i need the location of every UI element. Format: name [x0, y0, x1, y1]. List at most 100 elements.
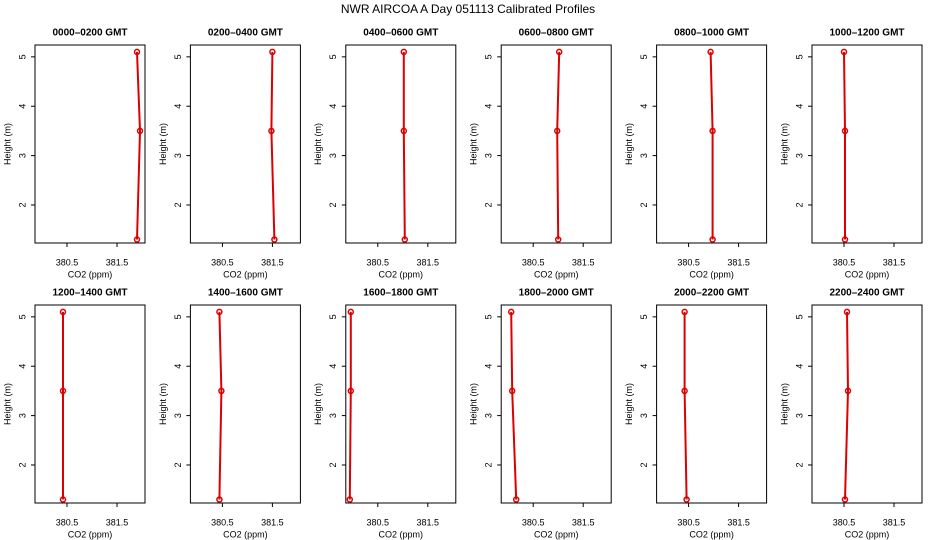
- y-tick-label: 5: [484, 314, 494, 319]
- y-axis-label: Height (m): [2, 383, 12, 425]
- x-axis-label: CO2 (ppm): [534, 269, 579, 279]
- profile-point: [401, 236, 409, 243]
- plot-frame: [345, 304, 457, 504]
- y-tick-label: 4: [173, 104, 183, 109]
- y-tick-label: 3: [794, 413, 804, 418]
- panel-title: 0000–0200 GMT: [52, 28, 127, 39]
- x-axis-label: CO2 (ppm): [68, 269, 113, 279]
- x-tick-label: 381.5: [572, 257, 595, 267]
- y-tick-label: 2: [17, 202, 27, 207]
- x-tick-label: 380.5: [211, 517, 234, 527]
- y-tick-label: 5: [173, 314, 183, 319]
- profile-line: [556, 51, 561, 240]
- profile-point: [709, 236, 716, 243]
- x-tick-label: 380.5: [211, 257, 234, 267]
- x-axis-label: CO2 (ppm): [534, 529, 579, 539]
- x-tick-label: 381.5: [106, 517, 129, 527]
- profile-point: [400, 127, 408, 135]
- profile-point: [347, 308, 355, 316]
- profile-point: [216, 496, 223, 503]
- plot-frame: [811, 304, 923, 504]
- profile-point: [683, 496, 690, 503]
- profile-point: [554, 236, 562, 243]
- profile-point: [512, 496, 520, 503]
- y-tick-label: 3: [484, 153, 494, 158]
- y-tick-label: 4: [328, 364, 338, 369]
- profile-point: [843, 308, 851, 316]
- plot-frame: [189, 304, 301, 504]
- y-tick-label: 3: [173, 153, 183, 158]
- profile-point: [681, 387, 688, 395]
- profile-point: [59, 496, 67, 503]
- y-tick-label: 5: [794, 314, 804, 319]
- y-tick-label: 2: [794, 462, 804, 467]
- y-tick-label: 2: [173, 462, 183, 467]
- profile-line: [348, 311, 352, 500]
- plot-frame: [811, 44, 923, 244]
- profile-point: [133, 48, 141, 56]
- y-tick-label: 2: [484, 202, 494, 207]
- panel-title: 1800–2000 GMT: [519, 288, 594, 299]
- y-tick-label: 5: [17, 314, 27, 319]
- panel-title: 1000–1200 GMT: [829, 28, 904, 39]
- panel-title: 2200–2400 GMT: [829, 288, 904, 299]
- y-tick-label: 5: [17, 54, 27, 59]
- profile-line: [402, 51, 406, 240]
- y-tick-label: 3: [17, 153, 27, 158]
- profile-point: [507, 308, 515, 316]
- y-tick-label: 2: [328, 462, 338, 467]
- y-tick-label: 3: [328, 413, 338, 418]
- y-tick-label: 5: [639, 314, 649, 319]
- plot-frame: [656, 44, 768, 244]
- x-tick-label: 380.5: [56, 257, 79, 267]
- y-tick-label: 5: [484, 54, 494, 59]
- profile-point: [59, 387, 67, 395]
- y-axis-label: Height (m): [313, 383, 323, 425]
- x-tick-label: 381.5: [727, 257, 750, 267]
- y-tick-label: 2: [173, 202, 183, 207]
- y-axis-label: Height (m): [158, 123, 168, 165]
- profile-line: [683, 311, 688, 500]
- profile-point: [133, 236, 141, 243]
- x-tick-label: 381.5: [417, 517, 440, 527]
- profile-point: [553, 127, 561, 135]
- panel-title: 1400–1600 GMT: [208, 288, 283, 299]
- y-tick-label: 3: [794, 153, 804, 158]
- panel-title: 1600–1800 GMT: [363, 288, 438, 299]
- plot-frame: [500, 44, 612, 244]
- y-tick-label: 5: [639, 54, 649, 59]
- x-axis-label: CO2 (ppm): [689, 529, 734, 539]
- panel-title: 1200–1400 GMT: [52, 288, 127, 299]
- y-tick-label: 2: [484, 462, 494, 467]
- y-axis-label: Height (m): [313, 123, 323, 165]
- profile-point: [136, 127, 144, 135]
- y-tick-label: 2: [328, 202, 338, 207]
- y-tick-label: 4: [639, 104, 649, 109]
- x-axis-label: CO2 (ppm): [68, 529, 113, 539]
- profile-point: [269, 48, 276, 56]
- x-tick-label: 381.5: [883, 257, 906, 267]
- y-tick-label: 5: [173, 54, 183, 59]
- x-tick-label: 380.5: [522, 257, 545, 267]
- profile-line: [270, 51, 276, 240]
- y-tick-label: 4: [794, 364, 804, 369]
- plot-frame: [34, 44, 146, 244]
- y-tick-label: 4: [328, 104, 338, 109]
- x-tick-label: 381.5: [261, 517, 284, 527]
- x-tick-label: 381.5: [572, 517, 595, 527]
- x-tick-label: 380.5: [56, 517, 79, 527]
- y-axis-label: Height (m): [624, 383, 634, 425]
- x-tick-label: 381.5: [261, 257, 284, 267]
- y-tick-label: 4: [639, 364, 649, 369]
- y-tick-label: 3: [328, 153, 338, 158]
- y-tick-label: 4: [794, 104, 804, 109]
- y-tick-label: 5: [328, 54, 338, 59]
- y-axis-label: Height (m): [624, 123, 634, 165]
- y-tick-label: 3: [639, 413, 649, 418]
- y-tick-label: 3: [639, 153, 649, 158]
- panel-title: 0400–0600 GMT: [363, 28, 438, 39]
- panel-title: 0600–0800 GMT: [519, 28, 594, 39]
- plot-frame: [345, 44, 457, 244]
- y-tick-label: 4: [17, 104, 27, 109]
